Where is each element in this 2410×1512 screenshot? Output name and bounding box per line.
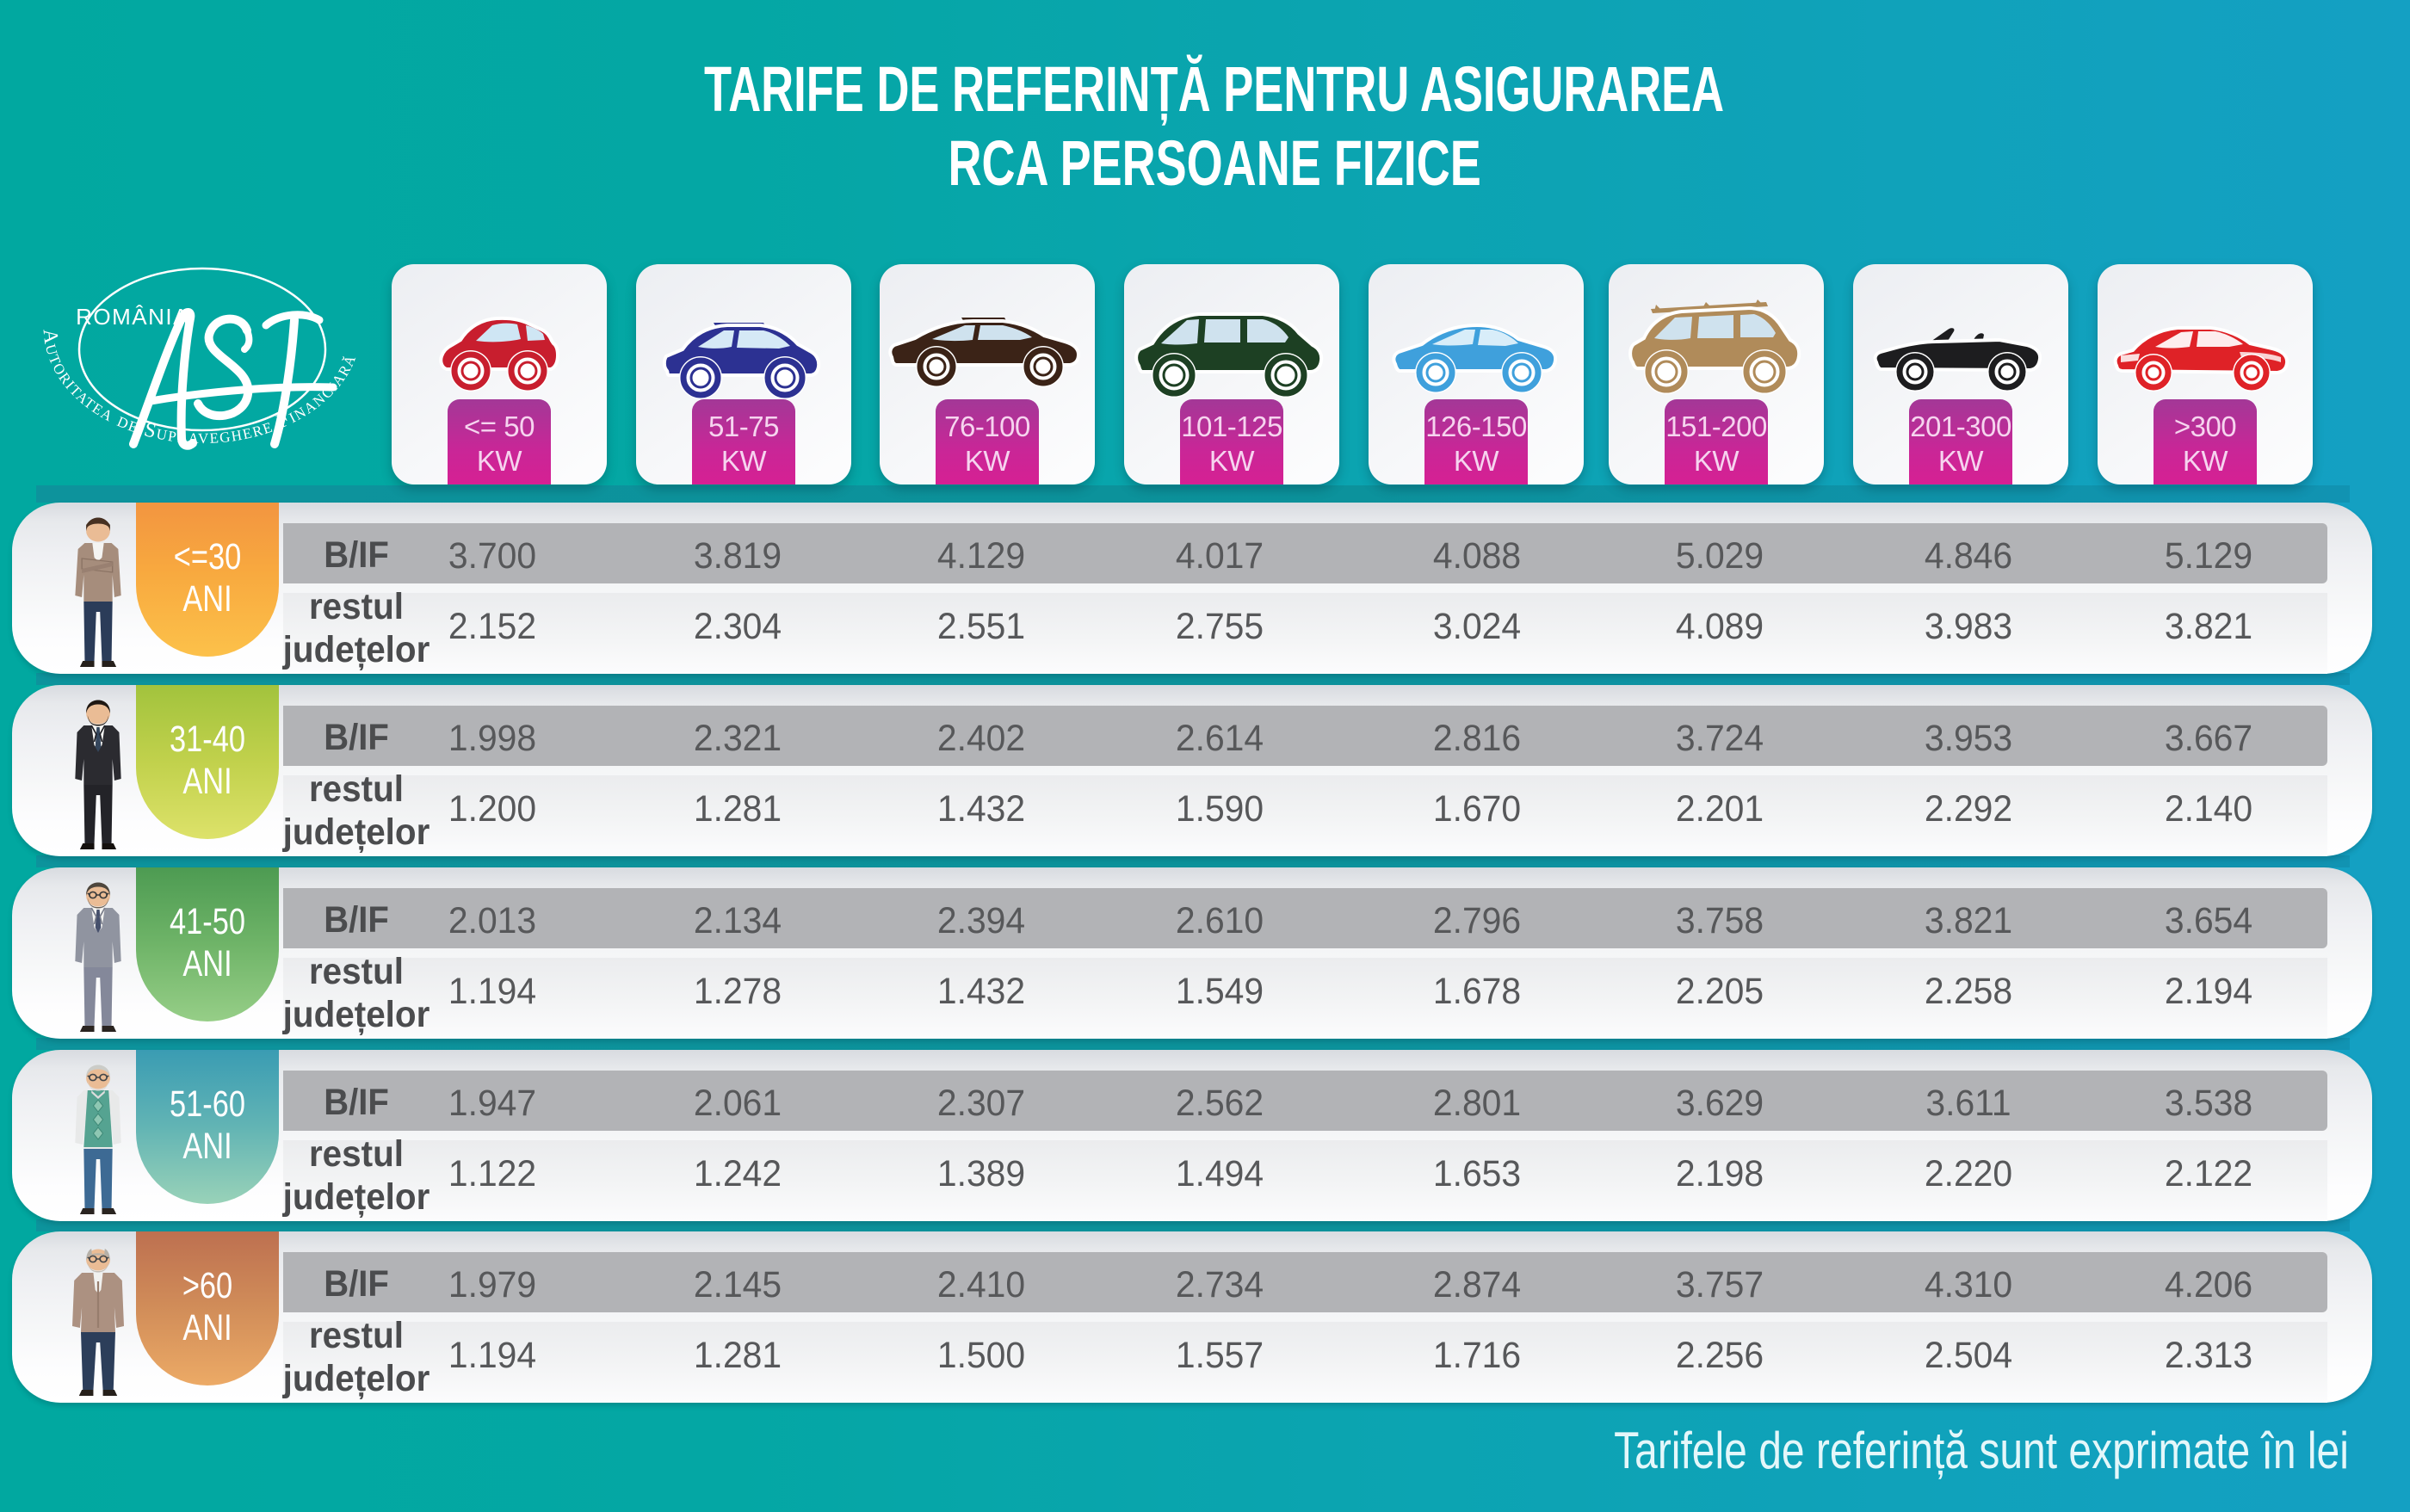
svg-text:ROMÂNIA: ROMÂNIA bbox=[76, 304, 189, 330]
